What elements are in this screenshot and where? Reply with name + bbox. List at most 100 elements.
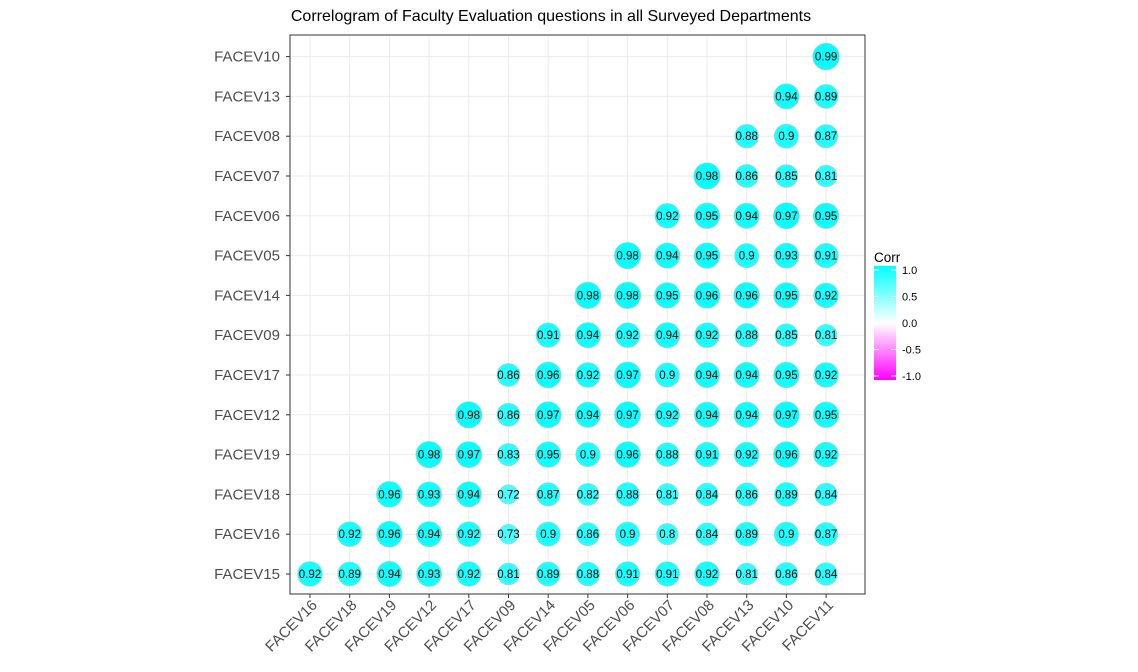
corr-value-facev16-facev14: 0.9 xyxy=(540,529,556,541)
corr-circle-facev10-facev11 xyxy=(812,42,840,71)
corr-value-facev12-facev05: 0.94 xyxy=(577,410,600,422)
y-label-facev09: FACEV09 xyxy=(214,327,280,344)
corr-circle-facev12-facev06 xyxy=(614,401,641,429)
corr-circle-facev19-facev09 xyxy=(496,443,521,467)
corr-circle-facev19-facev11 xyxy=(813,441,839,468)
y-label-facev16: FACEV16 xyxy=(214,526,280,543)
corr-circle-facev17-facev11 xyxy=(813,362,839,388)
corr-value-facev05-facev10: 0.93 xyxy=(775,251,797,263)
corr-value-facev16-facev18: 0.92 xyxy=(339,529,361,541)
corr-circle-facev18-facev08 xyxy=(695,482,719,507)
y-label-facev18: FACEV18 xyxy=(214,486,280,503)
legend-colorbar xyxy=(874,266,896,380)
corr-circle-facev12-facev08 xyxy=(694,401,720,428)
corr-circle-facev12-facev14 xyxy=(534,401,562,429)
corr-circle-facev16-facev10 xyxy=(773,521,799,547)
corr-value-facev14-facev05: 0.98 xyxy=(577,290,599,302)
corr-circle-facev16-facev17 xyxy=(456,521,482,547)
y-label-facev07: FACEV07 xyxy=(214,168,280,185)
corr-circle-facev06-facev11 xyxy=(812,202,840,229)
corr-circle-facev18-facev05 xyxy=(576,483,600,506)
corr-value-facev18-facev09: 0.72 xyxy=(497,489,519,501)
corr-circle-facev17-facev09 xyxy=(496,363,521,387)
corr-circle-facev17-facev07 xyxy=(654,362,680,388)
corr-circle-facev06-facev13 xyxy=(733,202,760,229)
corr-value-facev05-facev07: 0.94 xyxy=(656,251,679,263)
corr-circle-facev19-facev13 xyxy=(733,441,760,468)
corr-value-facev12-facev13: 0.94 xyxy=(736,410,759,422)
corr-value-facev19-facev06: 0.96 xyxy=(616,450,638,462)
y-label-facev19: FACEV19 xyxy=(214,447,280,464)
corr-circle-facev09-facev06 xyxy=(614,322,641,348)
corr-value-facev17-facev11: 0.92 xyxy=(815,370,837,382)
corr-circle-facev18-facev06 xyxy=(615,482,640,507)
corr-value-facev05-facev06: 0.98 xyxy=(616,251,638,263)
corr-value-facev12-facev14: 0.97 xyxy=(537,410,559,422)
corr-circle-facev16-facev11 xyxy=(814,522,839,547)
corr-value-facev16-facev13: 0.89 xyxy=(736,529,758,541)
corr-circle-facev14-facev11 xyxy=(813,282,839,309)
corr-circle-facev13-facev11 xyxy=(813,84,839,109)
y-label-facev05: FACEV05 xyxy=(214,248,280,265)
corr-value-facev19-facev09: 0.83 xyxy=(497,450,519,462)
corr-value-facev16-facev11: 0.87 xyxy=(815,529,837,541)
corr-value-facev15-facev05: 0.88 xyxy=(577,569,599,581)
corr-circle-facev17-facev05 xyxy=(575,362,601,388)
plot-panel xyxy=(289,34,866,595)
corr-circle-facev15-facev14 xyxy=(535,561,561,587)
corr-value-facev18-facev11: 0.84 xyxy=(815,489,838,501)
x-axis-labels: FACEV16FACEV18FACEV19FACEV12FACEV17FACEV… xyxy=(262,594,837,655)
corr-value-facev15-facev14: 0.89 xyxy=(537,569,559,581)
corr-value-facev06-facev11: 0.95 xyxy=(815,211,837,223)
corr-circle-facev07-facev08 xyxy=(693,162,721,190)
corr-value-facev12-facev10: 0.97 xyxy=(775,410,797,422)
chart-title: Correlogram of Faculty Evaluation questi… xyxy=(291,8,811,25)
corr-value-facev18-facev06: 0.88 xyxy=(616,489,638,501)
corr-value-facev06-facev07: 0.92 xyxy=(656,211,678,223)
corr-circle-facev12-facev11 xyxy=(812,401,840,428)
corr-circle-facev09-facev10 xyxy=(774,323,799,347)
corr-circle-facev17-facev08 xyxy=(694,362,720,388)
corr-value-facev07-facev13: 0.86 xyxy=(736,171,758,183)
corr-value-facev15-facev16: 0.92 xyxy=(299,569,321,581)
corr-value-facev19-facev07: 0.88 xyxy=(656,450,678,462)
corr-circle-facev14-facev05 xyxy=(574,281,602,309)
corr-value-facev08-facev11: 0.87 xyxy=(815,131,837,143)
corr-circle-facev15-facev13 xyxy=(735,562,758,586)
correlation-cells: 0.92 0.89 0.94 0.93 0.92 0.81 0.89 0.88 0.91 0.91… xyxy=(297,42,840,587)
corr-circle-facev16-facev18 xyxy=(336,521,363,547)
corr-circle-facev16-facev08 xyxy=(695,522,719,546)
corr-circle-facev06-facev08 xyxy=(693,202,721,229)
corr-value-facev17-facev14: 0.96 xyxy=(537,370,559,382)
legend-tick-label--1-0: -1.0 xyxy=(902,371,921,383)
corr-circle-facev15-facev09 xyxy=(497,562,520,586)
corr-value-facev06-facev10: 0.97 xyxy=(775,211,797,223)
corr-circle-facev15-facev16 xyxy=(297,561,323,587)
y-label-facev14: FACEV14 xyxy=(214,287,280,304)
y-axis-labels: FACEV15 FACEV16 FACEV18 FACEV19 FACEV12 FACEV… xyxy=(214,49,290,583)
corr-value-facev18-facev19: 0.96 xyxy=(378,489,400,501)
corr-circle-facev09-facev08 xyxy=(694,322,720,348)
corr-value-facev19-facev11: 0.92 xyxy=(815,450,837,462)
corr-value-facev18-facev05: 0.82 xyxy=(577,489,599,501)
corr-circle-facev12-facev09 xyxy=(496,402,521,427)
corr-value-facev19-facev14: 0.95 xyxy=(537,450,559,462)
corr-circle-facev18-facev12 xyxy=(416,481,442,508)
corr-value-facev18-facev14: 0.87 xyxy=(537,489,559,501)
corr-value-facev12-facev08: 0.94 xyxy=(696,410,719,422)
corr-circle-facev05-facev06 xyxy=(614,242,642,270)
corr-circle-facev14-facev06 xyxy=(614,281,642,309)
corr-circle-facev19-facev06 xyxy=(614,441,641,468)
corr-circle-facev06-facev07 xyxy=(654,203,681,229)
corr-circle-facev05-facev10 xyxy=(773,242,800,269)
y-label-facev06: FACEV06 xyxy=(214,208,280,225)
corr-circle-facev15-facev07 xyxy=(654,561,680,587)
corr-circle-facev19-facev07 xyxy=(655,442,680,467)
y-label-facev08: FACEV08 xyxy=(214,128,280,145)
corr-circle-facev08-facev10 xyxy=(773,123,799,149)
corr-circle-facev16-facev09 xyxy=(498,524,519,545)
corr-value-facev15-facev09: 0.81 xyxy=(497,569,519,581)
corr-circle-facev19-facev10 xyxy=(773,441,800,468)
corr-value-facev09-facev08: 0.92 xyxy=(696,330,718,342)
corr-circle-facev07-facev11 xyxy=(814,164,838,188)
